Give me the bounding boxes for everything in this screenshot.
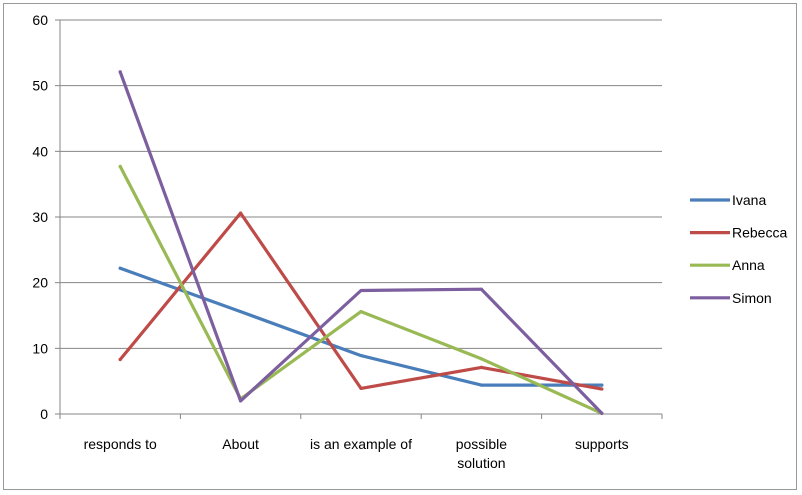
data-point-simon	[359, 288, 363, 293]
y-tick-label: 60	[32, 12, 48, 28]
y-tick-label: 0	[40, 406, 48, 422]
gridlines	[55, 19, 662, 415]
data-point-anna	[359, 309, 363, 314]
legend-label: Rebecca	[732, 225, 787, 241]
legend-item-simon: Simon	[690, 290, 772, 306]
data-point-rebecca	[359, 386, 363, 390]
x-tick-labels: responds to About is an example of possible…	[59, 414, 663, 471]
data-point-anna	[118, 164, 122, 169]
x-tick-label: is an example of	[310, 436, 412, 452]
y-tick-label: 40	[32, 143, 48, 159]
data-point-ivana	[239, 309, 243, 314]
data-point-anna	[479, 357, 483, 361]
x-tick-label: supports	[575, 436, 629, 452]
data-point-ivana	[118, 266, 122, 270]
legend: Ivana Rebecca Anna Simon	[690, 192, 787, 306]
y-tick-label: 20	[32, 275, 48, 291]
y-tick-labels: 0 10 20 30 40 50 60	[32, 12, 48, 422]
series-lines	[118, 70, 604, 415]
data-point-ivana	[359, 353, 363, 358]
legend-item-anna: Anna	[690, 257, 765, 273]
legend-item-ivana: Ivana	[690, 192, 766, 208]
data-point-simon	[118, 70, 122, 74]
legend-item-rebecca: Rebecca	[690, 225, 787, 241]
x-tick-label: About	[222, 436, 259, 452]
y-tick-label: 10	[32, 340, 48, 356]
axes	[59, 20, 662, 415]
legend-label: Anna	[732, 257, 765, 273]
y-tick-label: 30	[32, 209, 48, 225]
series-line-simon	[118, 70, 604, 415]
x-tick-label: responds to	[84, 436, 157, 452]
chart-frame	[3, 3, 797, 490]
data-point-ivana	[479, 383, 483, 387]
data-point-simon	[239, 399, 243, 403]
legend-label: Simon	[732, 290, 772, 306]
y-tick-label: 50	[32, 78, 48, 94]
data-point-rebecca	[600, 387, 604, 391]
x-tick-label: possible solution	[456, 436, 508, 471]
series-line-ivana	[118, 266, 604, 387]
legend-label: Ivana	[732, 192, 766, 208]
series-line-rebecca	[118, 211, 604, 391]
data-point-simon	[600, 411, 604, 415]
data-point-rebecca	[479, 365, 483, 369]
data-point-ivana	[600, 383, 604, 387]
data-point-rebecca	[239, 211, 243, 215]
data-point-simon	[479, 287, 483, 291]
data-point-rebecca	[118, 357, 122, 362]
